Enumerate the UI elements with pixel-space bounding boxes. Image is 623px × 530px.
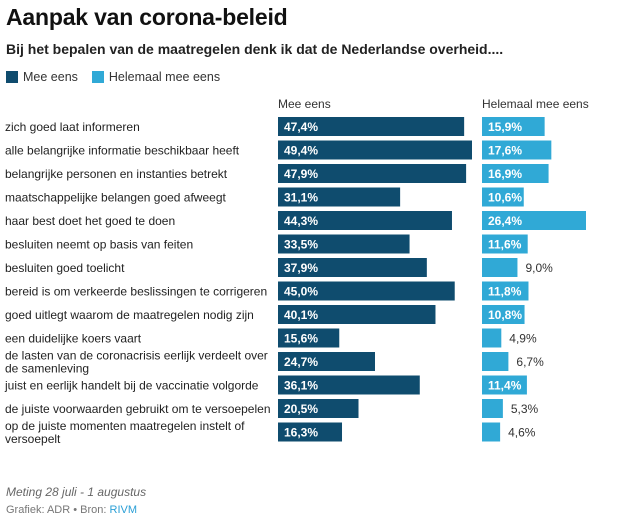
- data-label-helemaal-mee-eens: 11,6%: [488, 238, 522, 252]
- bar-mee-eens: [278, 281, 455, 301]
- bar-mee-eens: [278, 117, 465, 136]
- footer-note: Meting 28 juli - 1 augustus: [6, 485, 147, 499]
- data-label-helemaal-mee-eens: 17,6%: [488, 144, 522, 158]
- bar-helemaal-mee-eens: [482, 422, 501, 442]
- data-label-mee-eens: 37,9%: [284, 261, 318, 275]
- category-label: maatschappelijke belangen goed afweegt: [5, 191, 226, 205]
- data-label-mee-eens: 44,3%: [284, 214, 318, 228]
- bar-mee-eens: [278, 164, 467, 183]
- chart-title: Aanpak van corona-beleid: [6, 4, 288, 30]
- data-label-helemaal-mee-eens: 15,9%: [488, 120, 522, 134]
- data-label-helemaal-mee-eens: 5,3%: [511, 402, 539, 416]
- category-label: een duidelijke koers vaart: [5, 332, 142, 346]
- column-header-helemaal-mee-eens: Helemaal mee eens: [482, 97, 589, 111]
- data-label-mee-eens: 16,3%: [284, 426, 318, 440]
- bar-mee-eens: [278, 352, 375, 371]
- data-label-helemaal-mee-eens: 16,9%: [488, 167, 522, 181]
- category-label: de lasten van de coronacrisis eerlijk ve…: [5, 349, 268, 363]
- category-label: besluiten goed toelicht: [5, 261, 125, 275]
- bar-helemaal-mee-eens: [482, 187, 524, 207]
- data-label-mee-eens: 20,5%: [284, 402, 318, 416]
- data-label-mee-eens: 33,5%: [284, 238, 318, 252]
- data-label-helemaal-mee-eens: 6,7%: [516, 355, 544, 369]
- data-label-helemaal-mee-eens: 4,6%: [508, 426, 536, 440]
- legend-swatch-helemaal-mee-eens: [91, 71, 104, 83]
- data-label-helemaal-mee-eens: 10,6%: [488, 191, 522, 205]
- category-label: zich goed laat informeren: [5, 120, 140, 134]
- bar-helemaal-mee-eens: [482, 211, 586, 230]
- data-label-helemaal-mee-eens: 10,8%: [488, 308, 522, 322]
- bar-helemaal-mee-eens: [482, 164, 549, 183]
- category-label: haar best doet het goed te doen: [5, 214, 175, 228]
- category-label: op de juiste momenten maatregelen instel…: [5, 419, 245, 433]
- bar-mee-eens: [278, 422, 343, 442]
- legend-item-mee-eens: Mee eens: [6, 70, 78, 84]
- data-label-mee-eens: 15,6%: [284, 332, 318, 346]
- legend-label-helemaal-mee-eens: Helemaal mee eens: [108, 70, 221, 84]
- legend: Mee eens Helemaal mee eens: [6, 70, 234, 84]
- category-label: versoepelt: [5, 432, 61, 446]
- chart-subtitle: Bij het bepalen van de maatregelen denk …: [6, 41, 504, 57]
- data-label-mee-eens: 47,4%: [284, 120, 318, 134]
- data-label-mee-eens: 45,0%: [284, 285, 318, 299]
- source-link[interactable]: RIVM: [109, 504, 138, 516]
- bar-helemaal-mee-eens: [482, 328, 502, 348]
- data-label-helemaal-mee-eens: 4,9%: [509, 332, 537, 346]
- category-label: belangrijke personen en instanties betre…: [5, 167, 228, 181]
- bar-chart: Mee eens Helemaal mee eens zich goed laat …: [4, 97, 589, 446]
- data-label-mee-eens: 40,1%: [284, 308, 318, 322]
- bar-helemaal-mee-eens: [482, 375, 527, 395]
- category-label: goed uitlegt waarom de maatregelen nodig…: [5, 308, 254, 322]
- bar-helemaal-mee-eens: [482, 399, 503, 418]
- column-header-mee-eens: Mee eens: [278, 97, 331, 111]
- bar-mee-eens: [278, 211, 452, 230]
- data-label-mee-eens: 36,1%: [284, 379, 318, 393]
- bar-mee-eens: [278, 399, 359, 418]
- bar-helemaal-mee-eens: [482, 281, 529, 301]
- category-label: de juiste voorwaarden gebruikt om te ver…: [5, 402, 271, 416]
- category-label: besluiten neemt op basis van feiten: [5, 238, 193, 252]
- credit-prefix: Grafiek: ADR • Bron:: [6, 504, 107, 516]
- data-label-helemaal-mee-eens: 11,4%: [488, 379, 522, 393]
- bar-mee-eens: [278, 234, 410, 254]
- bar-helemaal-mee-eens: [482, 234, 528, 254]
- data-label-helemaal-mee-eens: 26,4%: [488, 214, 522, 228]
- data-label-mee-eens: 49,4%: [284, 144, 318, 158]
- bar-helemaal-mee-eens: [482, 140, 552, 160]
- bar-helemaal-mee-eens: [482, 258, 518, 277]
- data-label-helemaal-mee-eens: 9,0%: [525, 261, 553, 275]
- category-label: alle belangrijke informatie beschikbaar …: [5, 144, 240, 158]
- category-label: juist en eerlijk handelt bij de vaccinat…: [4, 379, 259, 393]
- category-label: de samenleving: [5, 362, 89, 376]
- data-label-helemaal-mee-eens: 11,8%: [488, 285, 522, 299]
- category-label: bereid is om verkeerde beslissingen te c…: [5, 285, 267, 299]
- bar-mee-eens: [278, 375, 420, 395]
- bar-mee-eens: [278, 187, 401, 207]
- bar-helemaal-mee-eens: [482, 117, 545, 136]
- data-label-mee-eens: 31,1%: [284, 191, 318, 205]
- legend-swatch-mee-eens: [6, 71, 18, 83]
- legend-item-helemaal-mee-eens: Helemaal mee eens: [91, 70, 221, 84]
- legend-label-mee-eens: Mee eens: [23, 70, 78, 84]
- bar-helemaal-mee-eens: [482, 305, 525, 324]
- data-label-mee-eens: 47,9%: [284, 167, 318, 181]
- data-label-mee-eens: 24,7%: [284, 355, 318, 369]
- bar-mee-eens: [278, 328, 340, 348]
- bar-mee-eens: [278, 140, 472, 160]
- bar-helemaal-mee-eens: [482, 352, 509, 371]
- bar-mee-eens: [278, 305, 436, 324]
- bar-mee-eens: [278, 258, 427, 277]
- footer-credit: Grafiek: ADR • Bron: RIVM: [6, 504, 137, 516]
